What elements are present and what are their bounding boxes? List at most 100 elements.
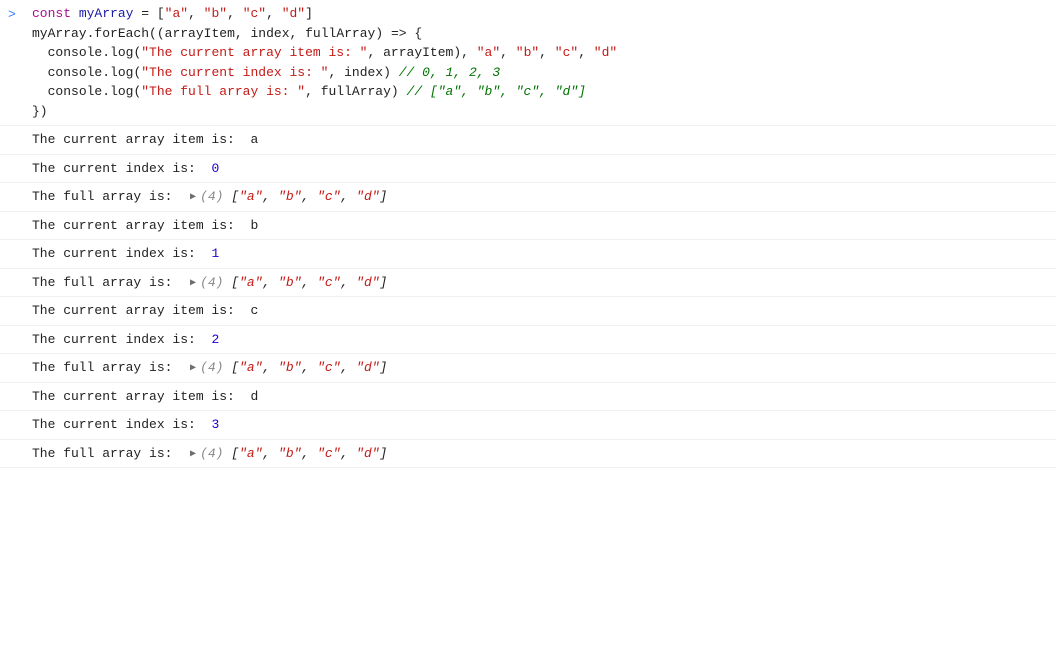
log-row: The current array item is: b [0, 212, 1056, 241]
string-index-label: "The current index is: " [141, 65, 328, 80]
comma: , [461, 45, 477, 60]
log-message: The full array is: ▶(4) ["a", "b", "c", … [32, 358, 1048, 378]
log-label: The current array item is: [32, 132, 250, 147]
expand-triangle-icon[interactable]: ▶ [190, 361, 196, 376]
log-message: The current array item is: d [32, 387, 1048, 407]
bracket-open: [ [157, 6, 165, 21]
dot: . [102, 84, 110, 99]
log-message: The current array item is: a [32, 130, 1048, 150]
console-input-row: > const myArray = ["a", "b", "c", "d"] m… [0, 0, 1056, 126]
log-gutter [8, 358, 32, 378]
expand-triangle-icon[interactable]: ▶ [190, 447, 196, 462]
string-item-label: "The current array item is: " [141, 45, 367, 60]
array-preview[interactable]: ["a", "b", "c", "d"] [231, 446, 387, 461]
close-block: }) [32, 104, 48, 119]
string-a: "a" [477, 45, 500, 60]
comma: , [188, 6, 204, 21]
identifier-arrayItem: arrayItem [383, 45, 453, 60]
log-gutter [8, 273, 32, 293]
expand-triangle-icon[interactable]: ▶ [190, 190, 196, 205]
paren-open: ( [157, 26, 165, 41]
input-prompt-icon: > [8, 4, 32, 121]
param-arrayItem: arrayItem [165, 26, 235, 41]
keyword-const: const [32, 6, 71, 21]
method-forEach: forEach [94, 26, 149, 41]
string-b: "b" [516, 45, 539, 60]
array-preview[interactable]: ["a", "b", "c", "d"] [231, 189, 387, 204]
identifier-console: console [48, 65, 103, 80]
log-label: The current index is: [32, 161, 211, 176]
comment-indices: // 0, 1, 2, 3 [399, 65, 500, 80]
indent [32, 84, 48, 99]
array-preview[interactable]: ["a", "b", "c", "d"] [231, 360, 387, 375]
comma: , [227, 6, 243, 21]
log-message: The current index is: 2 [32, 330, 1048, 350]
comma: , [290, 26, 306, 41]
log-message: The current index is: 1 [32, 244, 1048, 264]
string-d: "d" [282, 6, 305, 21]
log-gutter [8, 244, 32, 264]
log-row: The full array is: ▶(4) ["a", "b", "c", … [0, 354, 1056, 383]
array-length: (4) [200, 275, 231, 290]
log-row: The full array is: ▶ (4) ["a", "b", "c", … [0, 183, 1056, 212]
comma: , [266, 6, 282, 21]
console-panel: > const myArray = ["a", "b", "c", "d"] m… [0, 0, 1056, 468]
log-gutter [8, 415, 32, 435]
log-row: The current index is: 2 [0, 326, 1056, 355]
log-label: The full array is: [32, 275, 188, 290]
log-label: The full array is: [32, 360, 188, 375]
log-gutter [8, 159, 32, 179]
log-row: The current index is: 1 [0, 240, 1056, 269]
log-row: The full array is: ▶(4) ["a", "b", "c", … [0, 440, 1056, 469]
comma: , [368, 45, 384, 60]
log-gutter [8, 444, 32, 464]
log-label: The full array is: [32, 189, 188, 204]
arrow: => [383, 26, 414, 41]
comma: , [578, 45, 594, 60]
log-label: The current index is: [32, 246, 211, 261]
log-row: The full array is: ▶ (4) ["a", "b", "c", … [0, 269, 1056, 298]
log-value: a [250, 132, 258, 147]
log-gutter [8, 216, 32, 236]
log-row: The current index is: 0 [0, 155, 1056, 184]
param-fullArray: fullArray [305, 26, 375, 41]
log-value: c [250, 303, 258, 318]
string-a: "a" [165, 6, 188, 21]
comment-full: // ["a", "b", "c", "d"] [407, 84, 586, 99]
string-b: "b" [204, 6, 227, 21]
log-gutter [8, 130, 32, 150]
comma: , [500, 45, 516, 60]
array-length: (4) [200, 189, 231, 204]
method-log: log [110, 45, 133, 60]
log-row: The current array item is: c [0, 297, 1056, 326]
identifier-fullArray: fullArray [321, 84, 391, 99]
string-d: "d" [594, 45, 617, 60]
comma: , [305, 84, 321, 99]
log-label: The current index is: [32, 417, 211, 432]
log-message: The full array is: ▶ (4) ["a", "b", "c", … [32, 273, 1048, 293]
log-label: The current array item is: [32, 218, 250, 233]
dot: . [102, 45, 110, 60]
log-message: The current array item is: c [32, 301, 1048, 321]
paren-close: ) [391, 84, 399, 99]
console-output: The current array item is: aThe current … [0, 126, 1056, 468]
param-index: index [250, 26, 289, 41]
log-row: The current index is: 3 [0, 411, 1056, 440]
log-value: b [250, 218, 258, 233]
identifier-console: console [48, 84, 103, 99]
string-c: "c" [243, 6, 266, 21]
comma: , [328, 65, 344, 80]
expand-triangle-icon[interactable]: ▶ [190, 276, 196, 291]
comma: , [539, 45, 555, 60]
log-message: The full array is: ▶(4) ["a", "b", "c", … [32, 444, 1048, 464]
log-value: 1 [211, 246, 219, 261]
indent [32, 45, 48, 60]
code-input[interactable]: const myArray = ["a", "b", "c", "d"] myA… [32, 4, 1048, 121]
log-value: d [250, 389, 258, 404]
method-log: log [110, 84, 133, 99]
array-preview[interactable]: ["a", "b", "c", "d"] [231, 275, 387, 290]
identifier-myArray: myArray [79, 6, 134, 21]
log-label: The current array item is: [32, 303, 250, 318]
paren-close: ) [375, 26, 383, 41]
string-full-label: "The full array is: " [141, 84, 305, 99]
